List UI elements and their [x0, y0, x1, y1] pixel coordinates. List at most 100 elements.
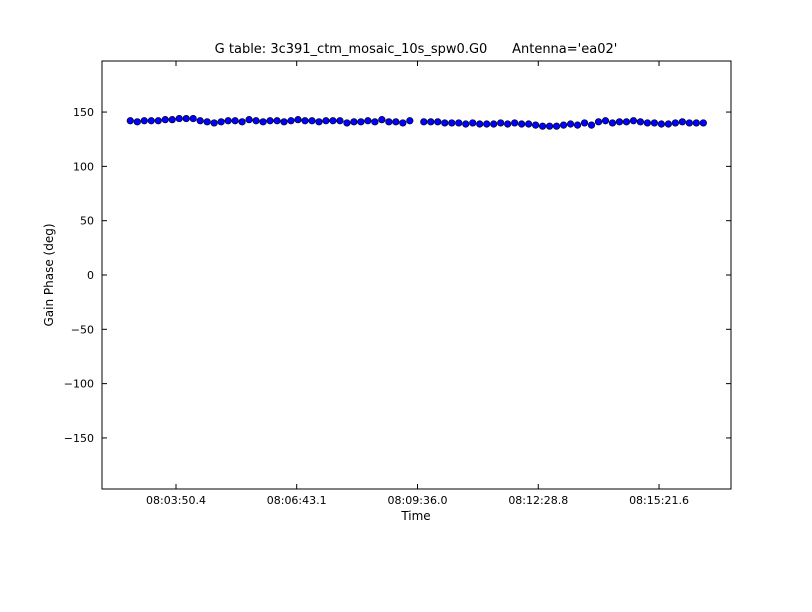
- x-axis-label: Time: [400, 509, 430, 523]
- point: [678, 118, 686, 126]
- point: [497, 119, 505, 127]
- point: [161, 116, 169, 124]
- point: [210, 119, 218, 127]
- point: [483, 120, 491, 128]
- point: [441, 119, 449, 127]
- point: [566, 120, 575, 128]
- point: [182, 114, 190, 123]
- point: [601, 117, 610, 125]
- point: [301, 117, 309, 125]
- point: [378, 116, 386, 124]
- x-tick-label: 08:12:28.8: [508, 494, 568, 507]
- point: [280, 118, 288, 126]
- point: [664, 120, 672, 128]
- point: [469, 119, 477, 127]
- point: [336, 117, 344, 125]
- point: [420, 118, 428, 126]
- point: [287, 117, 295, 125]
- point: [462, 120, 470, 128]
- point: [580, 119, 589, 127]
- point: [266, 117, 274, 125]
- point: [168, 116, 176, 124]
- point: [434, 118, 442, 126]
- point: [545, 122, 554, 130]
- point: [224, 117, 232, 125]
- point: [671, 119, 679, 127]
- point: [252, 117, 260, 125]
- y-axis-label: Gain Phase (deg): [42, 223, 56, 326]
- y-tick-label: 100: [73, 160, 94, 173]
- point: [294, 116, 302, 124]
- point: [399, 119, 407, 127]
- y-tick-label: 0: [87, 269, 94, 282]
- y-tick-label: 150: [73, 106, 94, 119]
- point: [273, 117, 281, 125]
- point: [245, 116, 253, 124]
- point: [636, 118, 645, 126]
- point: [518, 120, 526, 128]
- point: [594, 118, 603, 126]
- point: [615, 118, 624, 126]
- point: [622, 118, 631, 126]
- point: [476, 120, 484, 128]
- point: [329, 117, 337, 125]
- x-tick-label: 08:03:50.4: [146, 494, 206, 507]
- point: [385, 118, 393, 126]
- point: [357, 118, 365, 126]
- point: [587, 121, 596, 129]
- point: [308, 117, 316, 125]
- y-tick-label: −50: [71, 323, 94, 336]
- point: [427, 118, 435, 126]
- point: [364, 117, 372, 125]
- point: [175, 114, 183, 123]
- point: [559, 121, 568, 129]
- point: [532, 121, 540, 129]
- point: [511, 119, 519, 127]
- point: [699, 119, 707, 127]
- y-tick-label: −100: [64, 378, 94, 391]
- point: [133, 118, 141, 126]
- point: [406, 117, 414, 125]
- point: [217, 118, 225, 126]
- y-tick-label: −150: [64, 432, 94, 445]
- point: [392, 118, 400, 126]
- point: [203, 118, 211, 126]
- point: [315, 118, 323, 126]
- point: [650, 119, 659, 127]
- point: [147, 117, 155, 125]
- point: [455, 119, 463, 127]
- point: [643, 119, 652, 127]
- point: [448, 119, 456, 127]
- point: [140, 117, 148, 125]
- point: [154, 117, 162, 125]
- point: [657, 120, 665, 128]
- point: [552, 122, 561, 130]
- point: [343, 119, 351, 127]
- point: [525, 120, 533, 128]
- point: [539, 122, 547, 130]
- chart-title: G table: 3c391_ctm_mosaic_10s_spw0.G0 An…: [215, 42, 618, 57]
- point: [573, 121, 582, 129]
- x-tick-label: 08:15:21.6: [629, 494, 689, 507]
- plot-frame: [101, 60, 732, 490]
- point: [350, 118, 358, 126]
- point: [504, 120, 512, 128]
- x-tick-label: 08:09:36.0: [388, 494, 448, 507]
- point: [685, 119, 693, 127]
- point: [189, 114, 197, 123]
- point: [490, 120, 498, 128]
- point: [371, 118, 379, 126]
- point: [238, 118, 246, 126]
- point: [322, 117, 330, 125]
- x-tick-label: 08:06:43.1: [267, 494, 327, 507]
- point: [692, 119, 700, 127]
- point: [629, 117, 638, 125]
- point: [608, 119, 617, 127]
- point: [259, 118, 267, 126]
- y-tick-label: 50: [80, 215, 94, 228]
- point: [196, 117, 204, 125]
- point: [231, 117, 239, 125]
